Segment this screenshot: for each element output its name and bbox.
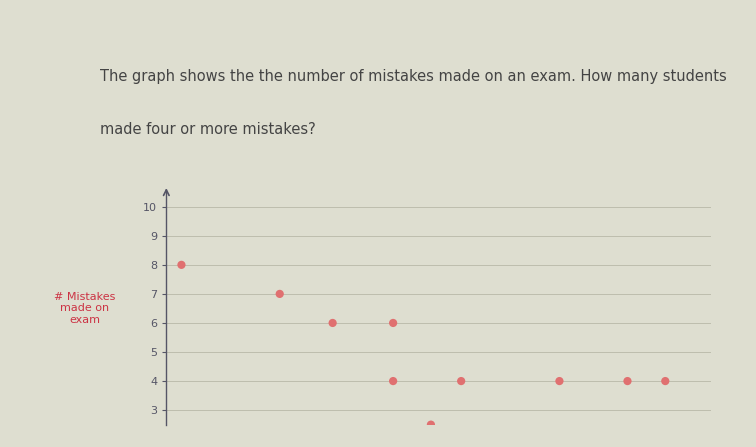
Point: [175, 261, 187, 268]
Point: [659, 377, 671, 384]
Text: The graph shows the the number of mistakes made on an exam. How many students: The graph shows the the number of mistak…: [101, 69, 727, 84]
Point: [621, 377, 634, 384]
Point: [387, 319, 399, 326]
Point: [387, 377, 399, 384]
Point: [553, 377, 565, 384]
Point: [327, 319, 339, 326]
Text: made four or more mistakes?: made four or more mistakes?: [101, 122, 316, 137]
Point: [455, 377, 467, 384]
Y-axis label: # Mistakes
made on
exam: # Mistakes made on exam: [54, 292, 116, 325]
Point: [274, 291, 286, 298]
Point: [425, 421, 437, 428]
